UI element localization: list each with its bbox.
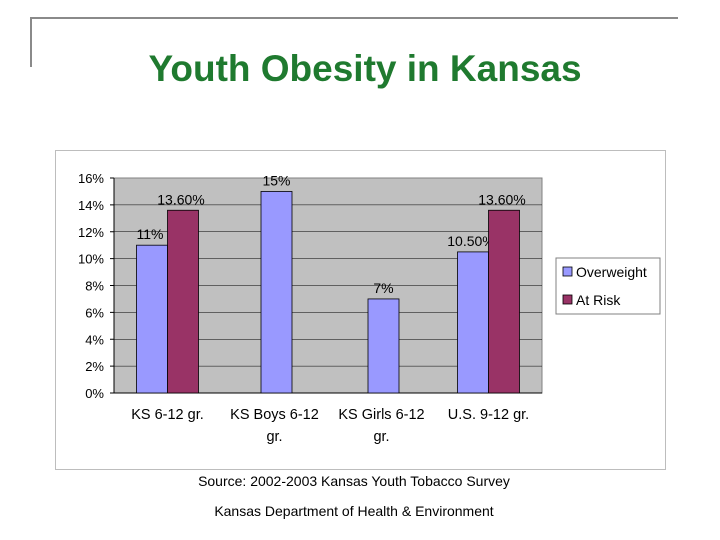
y-tick-label: 4% <box>85 332 104 347</box>
data-label: 7% <box>373 280 393 296</box>
x-category-label: KS Boys 6-12 <box>230 407 319 423</box>
y-tick-label: 14% <box>78 198 104 213</box>
decorative-left-rule <box>30 17 32 67</box>
source-text: Source: 2002-2003 Kansas Youth Tobacco S… <box>198 473 510 489</box>
y-tick-label: 0% <box>85 386 104 401</box>
bar-chart: 0% 2% 4% 6% 8% 10% 12% 14% 16% 11% 13.60% KS 6-12 g… <box>78 171 661 445</box>
y-tick-label: 12% <box>78 225 104 240</box>
legend-swatch-at-risk <box>562 294 573 305</box>
bar-overweight <box>136 244 168 394</box>
bar-at-risk <box>488 209 520 394</box>
slide-title: Youth Obesity in Kansas <box>148 48 582 89</box>
y-tick-label: 2% <box>85 359 104 374</box>
legend-label: At Risk <box>576 292 621 308</box>
data-label: 11% <box>137 226 164 242</box>
decorative-top-rule <box>30 17 678 19</box>
x-category-label: gr. <box>266 429 282 445</box>
data-label: 10.50% <box>447 233 494 249</box>
data-label: 15% <box>262 172 290 188</box>
legend-label: Overweight <box>576 264 647 280</box>
legend-swatch-overweight <box>562 266 573 277</box>
y-tick-label: 8% <box>85 279 104 294</box>
x-category-label: KS 6-12 gr. <box>131 407 204 423</box>
department-text: Kansas Department of Health & Environmen… <box>214 503 494 519</box>
bar-overweight <box>260 191 293 394</box>
bar-at-risk <box>167 209 199 394</box>
x-category-label: U.S. 9-12 gr. <box>448 407 529 423</box>
x-category-label: gr. <box>373 429 389 445</box>
bar-overweight <box>367 298 400 394</box>
y-tick-label: 10% <box>78 252 104 267</box>
x-category-label: KS Girls 6-12 <box>338 407 424 423</box>
data-label: 13.60% <box>478 191 525 207</box>
y-tick-label: 6% <box>85 305 104 320</box>
legend-box <box>555 257 661 315</box>
bar-overweight <box>457 251 489 394</box>
y-tick-label: 16% <box>78 171 104 186</box>
data-label: 13.60% <box>157 191 204 207</box>
chart-container: 0% 2% 4% 6% 8% 10% 12% 14% 16% 11% 13.60% KS 6-12 g… <box>55 150 666 470</box>
